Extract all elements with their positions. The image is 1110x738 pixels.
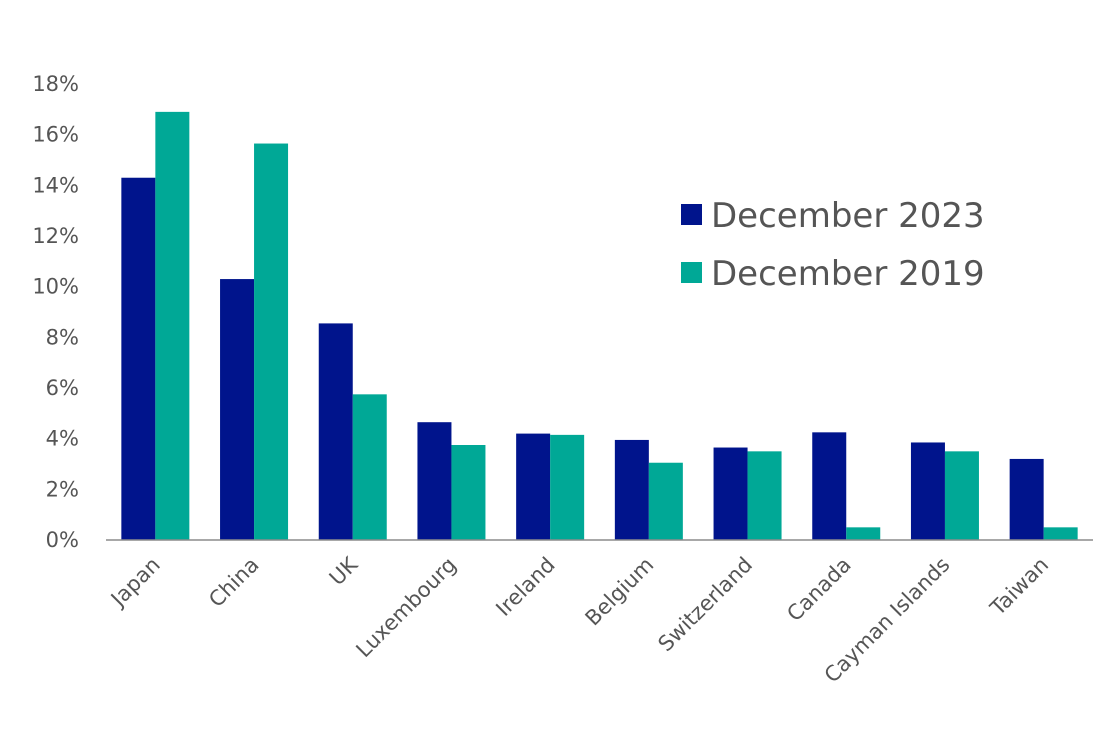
bar-series-1 [1009, 458, 1044, 540]
category-label: China [204, 553, 263, 612]
category-label: Taiwan [985, 553, 1053, 621]
y-tick-label: 10% [32, 275, 79, 299]
legend-swatch [681, 204, 702, 225]
bar-series-2 [254, 143, 289, 541]
bar-series-2 [846, 527, 881, 540]
bar-series-1 [812, 432, 847, 540]
bar-series-2 [451, 445, 486, 540]
category-label: Luxembourg [351, 553, 461, 663]
bars [121, 111, 1078, 541]
bar-series-2 [747, 451, 782, 540]
y-tick-label: 8% [46, 325, 79, 349]
bar-series-1 [614, 439, 649, 540]
bar-series-1 [121, 177, 156, 540]
y-axis: 0% 2% 4% 6% 8% 10% 12% 14% 16% 18% [32, 72, 79, 552]
bar-series-2 [155, 111, 190, 540]
y-tick-label: 4% [46, 427, 79, 451]
legend-label: December 2019 [711, 254, 985, 294]
legend: December 2023 December 2019 [681, 196, 985, 294]
bar-series-2 [550, 434, 585, 540]
bar-series-1 [318, 323, 353, 540]
bar-series-1 [713, 447, 748, 540]
bar-series-2 [352, 394, 387, 540]
bar-series-2 [1043, 527, 1078, 540]
y-tick-label: 12% [32, 224, 79, 248]
bar-series-1 [910, 442, 945, 540]
category-label: Belgium [581, 553, 659, 631]
bar-series-1 [516, 433, 551, 540]
category-label: UK [325, 552, 363, 590]
y-tick-label: 18% [32, 72, 79, 96]
category-label: Switzerland [653, 553, 757, 657]
y-tick-label: 6% [46, 376, 79, 400]
bar-series-2 [648, 462, 683, 540]
bar-series-1 [220, 279, 255, 540]
category-label: Japan [105, 553, 165, 613]
category-label: Ireland [491, 553, 559, 621]
legend-swatch [681, 262, 702, 283]
category-label: Canada [782, 553, 855, 626]
y-tick-label: 0% [46, 528, 79, 552]
y-tick-label: 2% [46, 477, 79, 501]
y-tick-label: 14% [32, 173, 79, 197]
y-tick-label: 16% [32, 123, 79, 147]
legend-label: December 2023 [711, 196, 985, 236]
bar-series-2 [944, 451, 979, 540]
bar-series-1 [417, 422, 452, 540]
